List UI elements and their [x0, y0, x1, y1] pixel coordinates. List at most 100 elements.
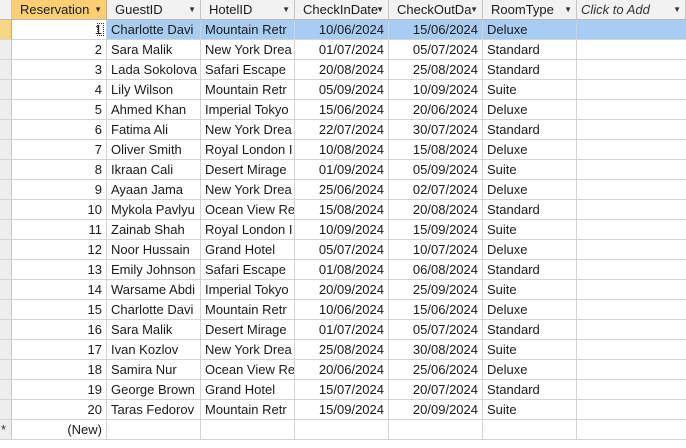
checkoutdate-cell[interactable]: 05/07/2024 — [389, 320, 483, 340]
checkindate-cell[interactable]: 22/07/2024 — [295, 120, 389, 140]
reservation-cell[interactable]: 15 — [12, 300, 107, 320]
chevron-down-icon[interactable]: ▼ — [282, 5, 290, 14]
checkindate-cell[interactable]: 20/09/2024 — [295, 280, 389, 300]
click-to-add-cell[interactable] — [577, 380, 686, 400]
hotelid-cell[interactable]: Desert Mirage — [201, 160, 295, 180]
checkoutdate-cell[interactable]: 25/08/2024 — [389, 60, 483, 80]
hotelid-cell[interactable]: Mountain Retr — [201, 300, 295, 320]
table-row[interactable]: 5 Ahmed Khan Imperial Tokyo 15/06/2024 20/06… — [0, 100, 686, 120]
checkindate-cell[interactable]: 20/08/2024 — [295, 60, 389, 80]
click-to-add-cell[interactable] — [577, 160, 686, 180]
checkoutdate-cell[interactable]: 20/07/2024 — [389, 380, 483, 400]
guestid-cell[interactable]: Ikraan Cali — [107, 160, 201, 180]
new-record-selector[interactable]: * — [0, 420, 12, 440]
table-row[interactable]: 8 Ikraan Cali Desert Mirage 01/09/2024 05/09… — [0, 160, 686, 180]
reservation-cell[interactable]: 20 — [12, 400, 107, 420]
reservation-cell[interactable]: 7 — [12, 140, 107, 160]
checkoutdate-cell[interactable]: 10/07/2024 — [389, 240, 483, 260]
roomtype-cell[interactable]: Standard — [483, 200, 577, 220]
guestid-cell[interactable]: Ayaan Jama — [107, 180, 201, 200]
checkindate-cell[interactable]: 15/09/2024 — [295, 400, 389, 420]
checkoutdate-cell[interactable]: 15/08/2024 — [389, 140, 483, 160]
hotelid-cell[interactable]: New York Drea — [201, 120, 295, 140]
hotelid-cell[interactable]: Mountain Retr — [201, 400, 295, 420]
table-row[interactable]: 4 Lily Wilson Mountain Retr 05/09/2024 10/09… — [0, 80, 686, 100]
checkoutdate-cell[interactable]: 15/06/2024 — [389, 300, 483, 320]
chevron-down-icon[interactable]: ▼ — [376, 5, 384, 14]
column-header-checkoutdate[interactable]: CheckOutDa ▼ — [389, 0, 483, 20]
record-selector[interactable] — [0, 300, 12, 320]
hotelid-cell[interactable]: Imperial Tokyo — [201, 280, 295, 300]
column-header-guestid[interactable]: GuestID ▼ — [107, 0, 201, 20]
record-selector[interactable] — [0, 180, 12, 200]
chevron-down-icon[interactable]: ▼ — [94, 5, 102, 14]
new-record-cell[interactable] — [295, 420, 389, 440]
checkoutdate-cell[interactable]: 20/09/2024 — [389, 400, 483, 420]
table-row[interactable]: 16 Sara Malik Desert Mirage 01/07/2024 05/07… — [0, 320, 686, 340]
guestid-cell[interactable]: Sara Malik — [107, 320, 201, 340]
reservation-cell[interactable]: 11 — [12, 220, 107, 240]
roomtype-cell[interactable]: Suite — [483, 400, 577, 420]
checkindate-cell[interactable]: 25/06/2024 — [295, 180, 389, 200]
chevron-down-icon[interactable]: ▼ — [564, 5, 572, 14]
record-selector[interactable] — [0, 120, 12, 140]
checkoutdate-cell[interactable]: 30/07/2024 — [389, 120, 483, 140]
guestid-cell[interactable]: Warsame Abdi — [107, 280, 201, 300]
checkindate-cell[interactable]: 05/07/2024 — [295, 240, 389, 260]
roomtype-cell[interactable]: Suite — [483, 160, 577, 180]
roomtype-cell[interactable]: Deluxe — [483, 240, 577, 260]
hotelid-cell[interactable]: Grand Hotel — [201, 380, 295, 400]
table-row[interactable]: 6 Fatima Ali New York Drea 22/07/2024 30/07/… — [0, 120, 686, 140]
reservation-cell[interactable]: 3 — [12, 60, 107, 80]
record-selector[interactable] — [0, 200, 12, 220]
reservation-cell[interactable]: 13 — [12, 260, 107, 280]
reservation-cell[interactable]: 6 — [12, 120, 107, 140]
column-header-click-to-add[interactable]: Click to Add ▼ — [577, 0, 686, 20]
checkoutdate-cell[interactable]: 02/07/2024 — [389, 180, 483, 200]
click-to-add-cell[interactable] — [577, 60, 686, 80]
roomtype-cell[interactable]: Deluxe — [483, 180, 577, 200]
click-to-add-cell[interactable] — [577, 340, 686, 360]
checkoutdate-cell[interactable]: 20/08/2024 — [389, 200, 483, 220]
checkoutdate-cell[interactable]: 15/09/2024 — [389, 220, 483, 240]
hotelid-cell[interactable]: Imperial Tokyo — [201, 100, 295, 120]
hotelid-cell[interactable]: Safari Escape — [201, 260, 295, 280]
new-record-cell[interactable] — [201, 420, 295, 440]
roomtype-cell[interactable]: Standard — [483, 380, 577, 400]
checkoutdate-cell[interactable]: 20/06/2024 — [389, 100, 483, 120]
click-to-add-cell[interactable] — [577, 200, 686, 220]
reservation-cell[interactable]: 9 — [12, 180, 107, 200]
guestid-cell[interactable]: Emily Johnson — [107, 260, 201, 280]
click-to-add-cell[interactable] — [577, 360, 686, 380]
click-to-add-cell[interactable] — [577, 20, 686, 40]
reservation-cell[interactable]: 14 — [12, 280, 107, 300]
guestid-cell[interactable]: Zainab Shah — [107, 220, 201, 240]
roomtype-cell[interactable]: Suite — [483, 280, 577, 300]
table-row[interactable]: 15 Charlotte Davi Mountain Retr 10/06/2024 1… — [0, 300, 686, 320]
click-to-add-cell[interactable] — [577, 100, 686, 120]
checkindate-cell[interactable]: 01/07/2024 — [295, 40, 389, 60]
column-header-roomtype[interactable]: RoomType ▼ — [483, 0, 577, 20]
hotelid-cell[interactable]: New York Drea — [201, 340, 295, 360]
guestid-cell[interactable]: Oliver Smith — [107, 140, 201, 160]
hotelid-cell[interactable]: New York Drea — [201, 40, 295, 60]
click-to-add-cell[interactable] — [577, 140, 686, 160]
checkindate-cell[interactable]: 01/09/2024 — [295, 160, 389, 180]
new-record-id-cell[interactable]: (New) — [12, 420, 107, 440]
reservation-cell[interactable]: 17 — [12, 340, 107, 360]
roomtype-cell[interactable]: Deluxe — [483, 300, 577, 320]
roomtype-cell[interactable]: Suite — [483, 340, 577, 360]
guestid-cell[interactable]: Mykola Pavlyu — [107, 200, 201, 220]
guestid-cell[interactable]: Charlotte Davi — [107, 300, 201, 320]
reservation-cell[interactable]: 8 — [12, 160, 107, 180]
record-selector[interactable] — [0, 100, 12, 120]
table-row[interactable]: 11 Zainab Shah Royal London I 10/09/2024 15/… — [0, 220, 686, 240]
checkindate-cell[interactable]: 10/09/2024 — [295, 220, 389, 240]
guestid-cell[interactable]: George Brown — [107, 380, 201, 400]
hotelid-cell[interactable]: Royal London I — [201, 220, 295, 240]
new-record-cell[interactable] — [389, 420, 483, 440]
checkindate-cell[interactable]: 20/06/2024 — [295, 360, 389, 380]
hotelid-cell[interactable]: Safari Escape — [201, 60, 295, 80]
checkindate-cell[interactable]: 05/09/2024 — [295, 80, 389, 100]
roomtype-cell[interactable]: Deluxe — [483, 360, 577, 380]
